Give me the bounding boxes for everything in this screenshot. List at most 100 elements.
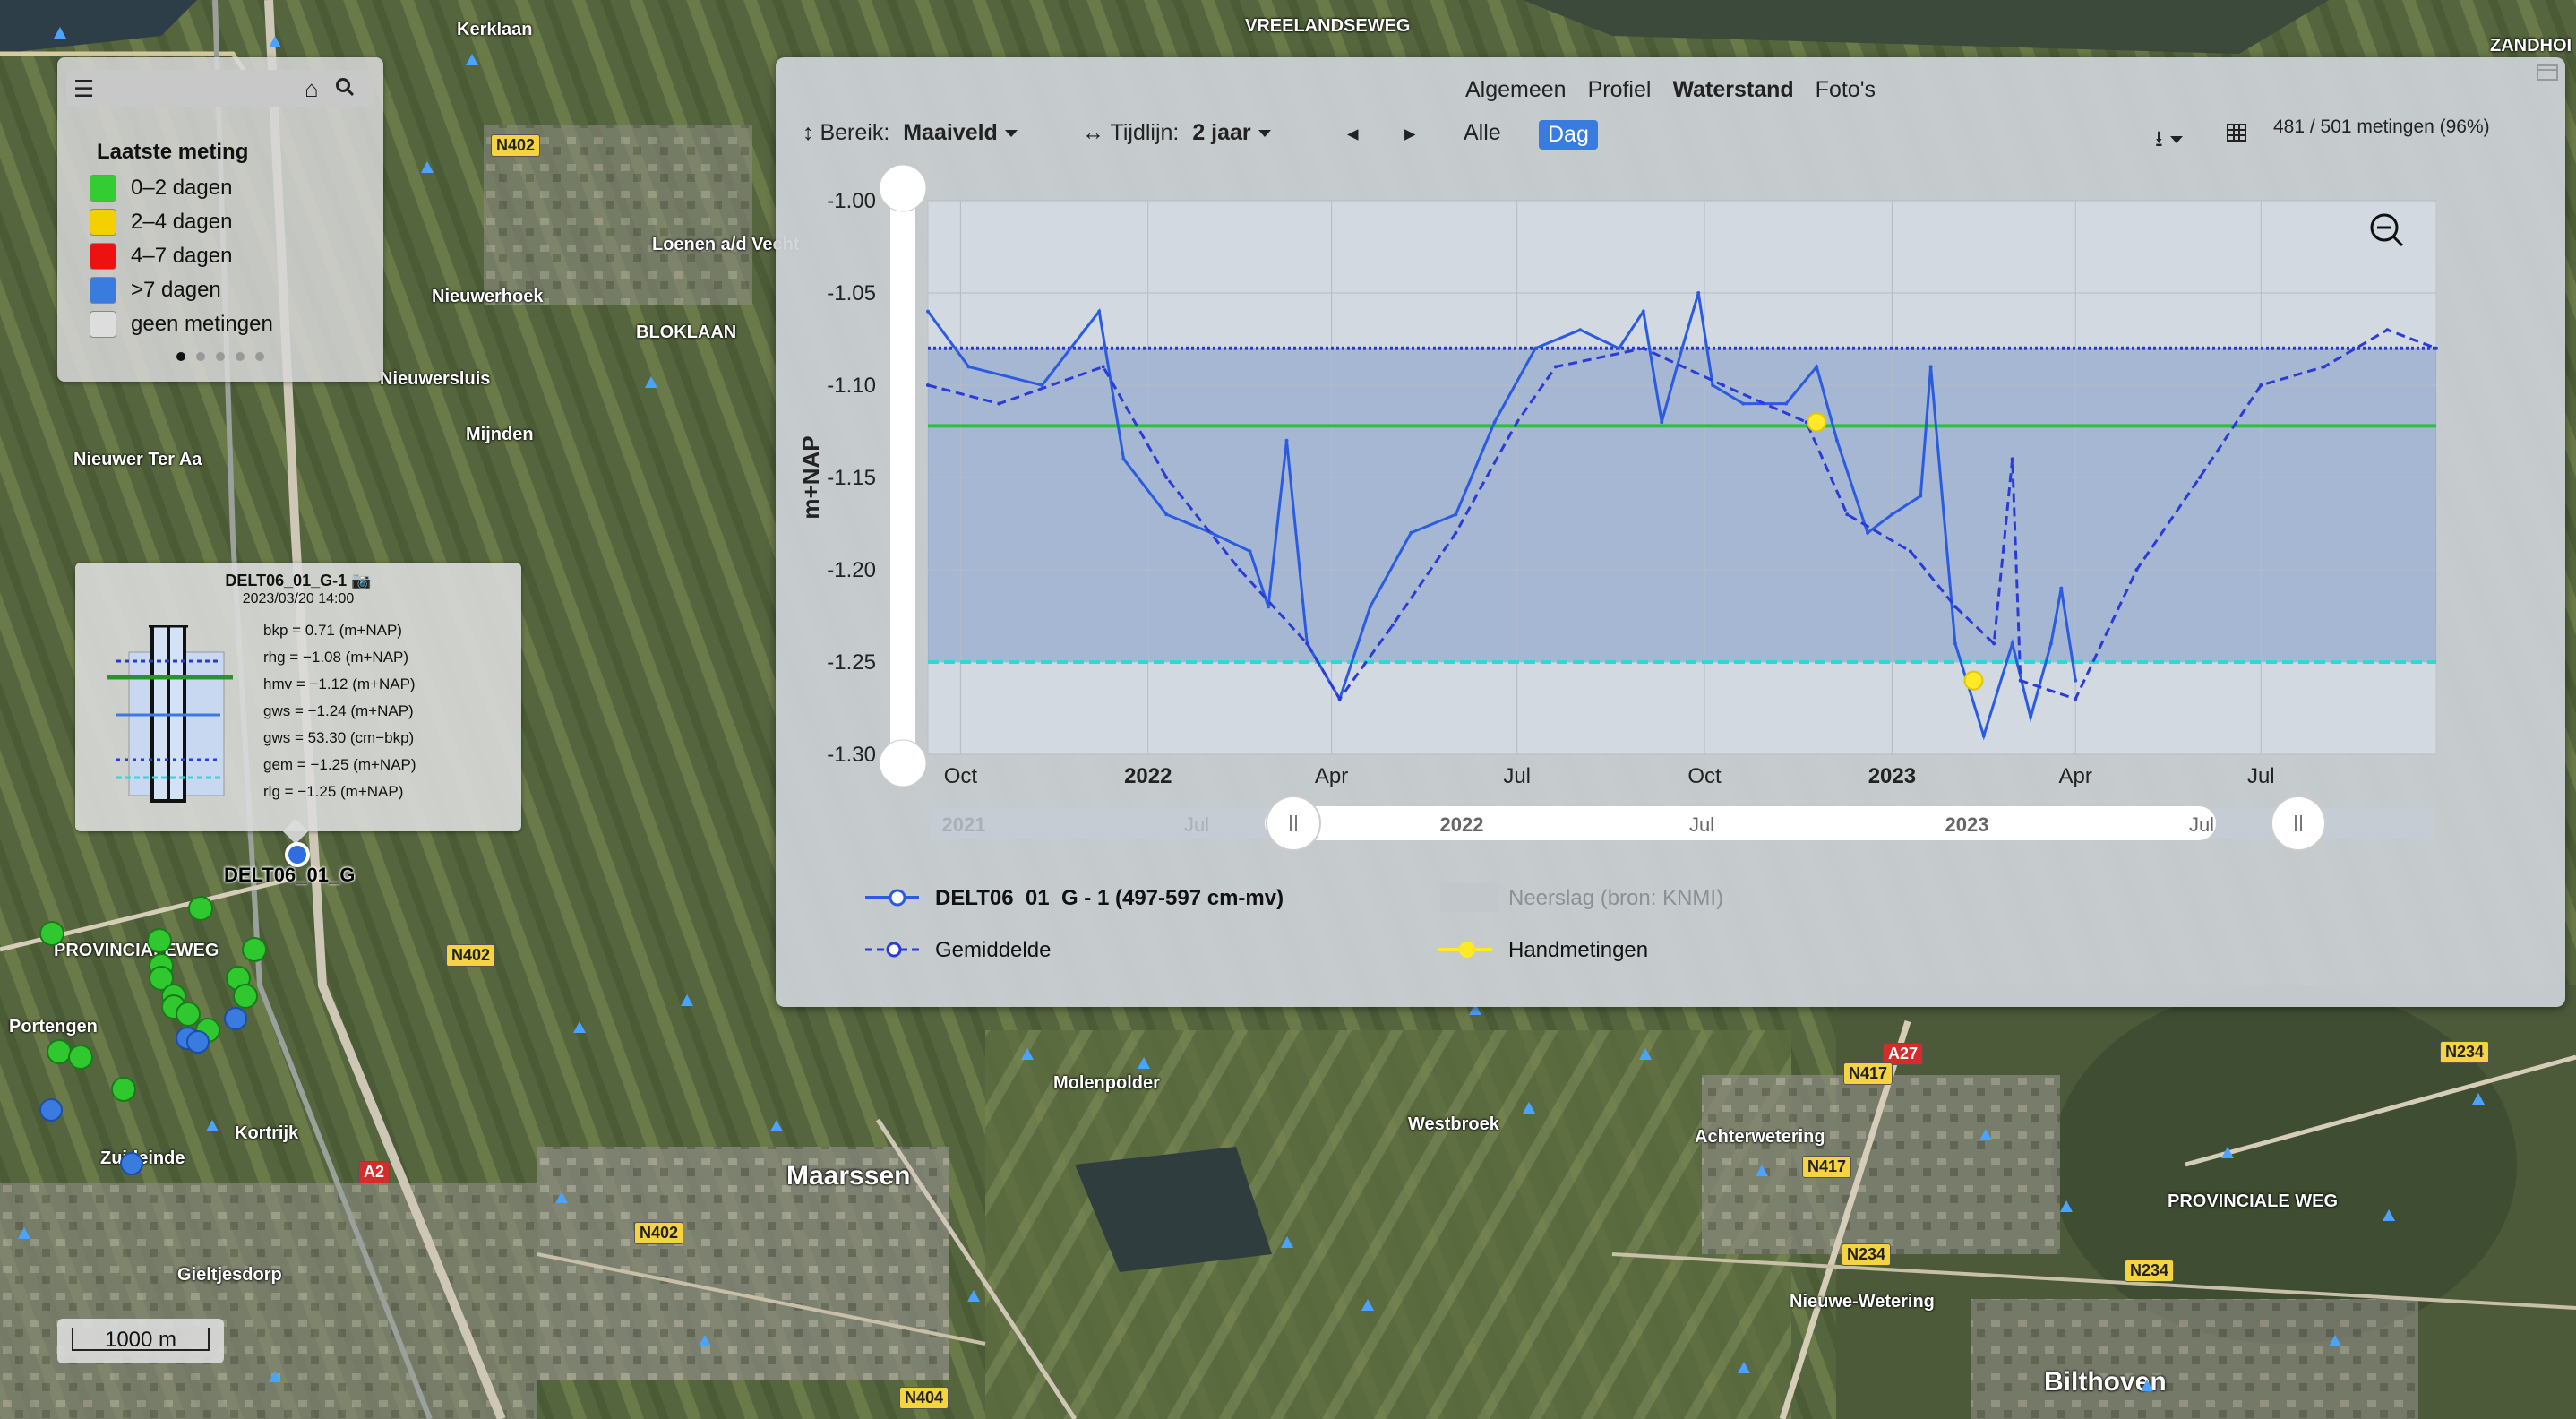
map-marker-triangle[interactable] xyxy=(770,1120,783,1131)
well-date: 2023/03/20 14:00 xyxy=(242,591,355,606)
well-marker-green[interactable] xyxy=(68,1045,93,1070)
navigator-handle[interactable] xyxy=(2271,796,2326,851)
waterstand-chart[interactable]: -1.00 -1.05 -1.10 -1.15 -1.20 -1.25 -1.30 Oct 20… xyxy=(776,57,2565,1007)
navigator-label: 2023 xyxy=(1945,813,1989,836)
map-marker-triangle[interactable] xyxy=(1138,1057,1150,1069)
x-tick-label: Jul xyxy=(1503,764,1531,788)
data-point xyxy=(2198,476,2202,479)
table-button[interactable] xyxy=(2227,122,2246,148)
previous-period-button[interactable]: ◂ xyxy=(1347,121,1359,146)
pager-dot[interactable] xyxy=(176,352,185,361)
map-marker-triangle[interactable] xyxy=(2060,1200,2073,1212)
map-marker-triangle[interactable] xyxy=(555,1191,568,1203)
legend-item: 0–2 dagen xyxy=(90,174,232,202)
handmeting-point[interactable] xyxy=(1963,670,1984,691)
legend-entry[interactable]: DELT06_01_G - 1 (497-597 cm-mv) xyxy=(935,886,1284,910)
well-info-popup: DELT06_01_G-1 📷 2023/03/20 14:00 bkp = 0… xyxy=(75,563,521,831)
legend-entry[interactable]: Handmetingen xyxy=(1508,938,1648,962)
handmeting-point[interactable] xyxy=(1807,412,1827,433)
map-marker-triangle[interactable] xyxy=(269,1371,281,1382)
map-marker-triangle[interactable] xyxy=(18,1227,30,1239)
well-marker-green[interactable] xyxy=(147,928,172,953)
data-point xyxy=(2048,641,2053,646)
legend-pager[interactable] xyxy=(57,349,383,366)
map-marker-triangle[interactable] xyxy=(1639,1048,1652,1060)
navigator-handle[interactable] xyxy=(1266,796,1321,851)
map-marker-triangle[interactable] xyxy=(466,54,478,65)
series-line-1[interactable] xyxy=(927,328,2437,701)
pager-dot[interactable] xyxy=(255,352,264,361)
map-marker-triangle[interactable] xyxy=(206,1120,219,1131)
map-marker-triangle[interactable] xyxy=(54,27,66,39)
well-marker-green[interactable] xyxy=(176,1002,201,1027)
selected-well-marker[interactable] xyxy=(285,842,310,867)
map-marker-triangle[interactable] xyxy=(1281,1236,1293,1248)
data-point xyxy=(1992,641,1996,646)
well-marker-blue[interactable] xyxy=(186,1030,210,1054)
pager-dot[interactable] xyxy=(236,352,245,361)
well-value-line: gws = 53.30 (cm−bkp) xyxy=(263,729,415,746)
tab-fotos[interactable]: Foto's xyxy=(1815,77,1876,102)
road-shield: N404 xyxy=(899,1387,949,1409)
tab-waterstand[interactable]: Waterstand xyxy=(1672,77,1794,102)
dag-button[interactable]: Dag xyxy=(1539,120,1598,150)
map-marker-triangle[interactable] xyxy=(1523,1102,1535,1114)
data-point xyxy=(926,383,930,387)
well-marker-green[interactable] xyxy=(242,937,267,962)
data-point xyxy=(2134,568,2139,572)
map-marker-triangle[interactable] xyxy=(2383,1209,2395,1221)
well-marker-blue[interactable] xyxy=(224,1007,247,1030)
well-marker-blue[interactable] xyxy=(39,1098,63,1122)
download-button[interactable]: ⭳ xyxy=(2155,122,2183,160)
legend-entry[interactable]: Neerslag (bron: KNMI) xyxy=(1508,886,1723,910)
well-marker-green[interactable] xyxy=(111,1077,136,1102)
map-marker-triangle[interactable] xyxy=(699,1335,711,1346)
tab-algemeen[interactable]: Algemeen xyxy=(1465,77,1567,102)
y-tick-label: -1.05 xyxy=(827,281,876,305)
data-point xyxy=(1711,383,1715,387)
map-marker-triangle[interactable] xyxy=(2472,1093,2485,1105)
map-marker-triangle[interactable] xyxy=(573,1021,586,1033)
legend-toolbar: ☰ ⌂ xyxy=(66,70,374,108)
zoom-out-icon[interactable] xyxy=(2370,213,2399,242)
well-marker-green[interactable] xyxy=(233,984,258,1009)
data-point xyxy=(2018,678,2022,683)
map-marker-triangle[interactable] xyxy=(645,376,657,388)
x-tick-label: Apr xyxy=(1315,764,1348,788)
data-point xyxy=(1248,549,1252,554)
tijdlijn-control[interactable]: ↔ Tijdlijn: 2 jaar xyxy=(1082,120,1271,146)
map-marker-triangle[interactable] xyxy=(2329,1335,2341,1346)
alle-button[interactable]: Alle xyxy=(1464,120,1501,145)
legend-item: 4–7 dagen xyxy=(90,242,232,271)
pager-dot[interactable] xyxy=(216,352,225,361)
map-marker-triangle[interactable] xyxy=(421,161,434,173)
map-marker-triangle[interactable] xyxy=(1021,1048,1034,1060)
map-marker-triangle[interactable] xyxy=(2141,1380,2153,1391)
navigator-window[interactable] xyxy=(1265,806,2216,840)
next-period-button[interactable]: ▸ xyxy=(1404,121,1416,146)
tab-profiel[interactable]: Profiel xyxy=(1587,77,1652,102)
well-marker-blue[interactable] xyxy=(120,1152,143,1175)
series-line-0[interactable] xyxy=(926,292,2077,741)
y-range-handle-top[interactable] xyxy=(879,164,927,212)
maximize-icon[interactable] xyxy=(2537,64,2558,81)
map-marker-triangle[interactable] xyxy=(269,36,281,47)
legend-entry[interactable]: Gemiddelde xyxy=(935,938,1051,962)
map-marker-triangle[interactable] xyxy=(1738,1362,1750,1373)
search-icon[interactable] xyxy=(335,75,355,102)
map-marker-triangle[interactable] xyxy=(1756,1165,1768,1176)
map-marker-triangle[interactable] xyxy=(967,1290,980,1302)
well-marker-green[interactable] xyxy=(39,921,64,946)
y-range-slider[interactable] xyxy=(890,192,915,763)
bereik-control[interactable]: ↕ Bereik: Maaiveld xyxy=(803,120,1018,146)
map-marker-triangle[interactable] xyxy=(681,994,693,1006)
well-marker-green[interactable] xyxy=(188,896,213,921)
y-range-handle-bottom[interactable] xyxy=(879,739,927,787)
home-icon[interactable]: ⌂ xyxy=(305,75,319,102)
map-marker-triangle[interactable] xyxy=(2221,1147,2234,1158)
menu-icon[interactable]: ☰ xyxy=(73,75,95,102)
map-marker-triangle[interactable] xyxy=(1979,1129,1992,1140)
pager-dot[interactable] xyxy=(196,352,205,361)
data-point xyxy=(1815,365,1819,369)
map-marker-triangle[interactable] xyxy=(1361,1299,1374,1311)
